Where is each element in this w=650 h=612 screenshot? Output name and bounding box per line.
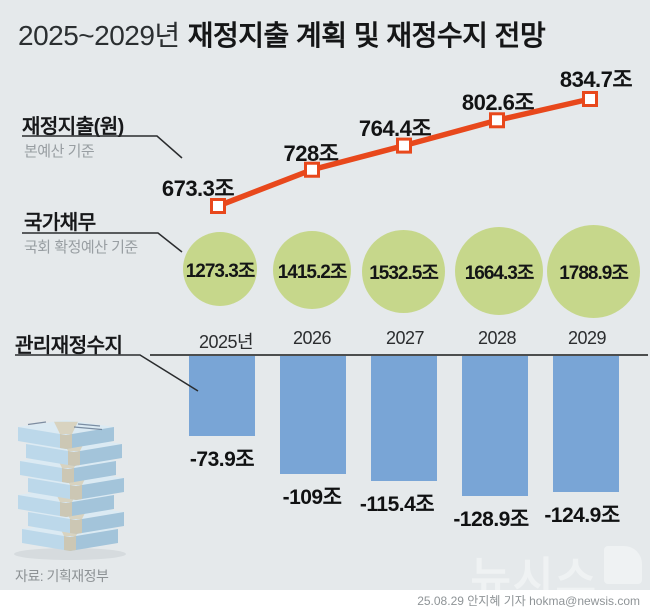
debt-bubble-2026: 1415.2조 [273, 231, 351, 309]
title-main: 재정지출 계획 및 재정수지 전망 [187, 20, 546, 51]
debt-value-2026: 1415.2조 [277, 261, 348, 283]
source-text: 자료: 기획재정부 [15, 568, 109, 584]
year-2027: 2027 [385, 328, 425, 348]
deficit-bar [553, 356, 619, 492]
deficit-bar [280, 356, 346, 474]
debt-value-2029: 1788.9조 [559, 263, 629, 284]
legend-expenditure-label: 재정지출(원) [22, 116, 124, 138]
line-value-2025: 673.3조 [161, 176, 235, 201]
deficit-bar-label: -109조 [282, 486, 342, 509]
deficit-bar [462, 356, 528, 496]
money-stack-illustration [14, 420, 126, 560]
deficit-bar-label: -128.9조 [453, 508, 529, 531]
line-value-2027: 764.4조 [358, 116, 432, 141]
newsis-logo-square-icon [604, 546, 642, 584]
debt-value-2027: 1532.5조 [369, 263, 439, 284]
deficit-bar-label: -73.9조 [189, 448, 255, 471]
line-value-2029: 834.7조 [559, 67, 633, 92]
title-year-range: 2025~2029년 [18, 20, 180, 51]
year-2029: 2029 [567, 328, 607, 348]
debt-bubble-2029: 1788.9조 [547, 225, 640, 318]
year-2025: 2025년 [198, 332, 254, 352]
deficit-bar [189, 356, 255, 436]
debt-value-2025: 1273.3조 [185, 260, 256, 282]
legend-balance-label: 관리재정수지 [15, 335, 123, 357]
deficit-bar-label: -124.9조 [544, 504, 620, 527]
line-point-marker [582, 91, 598, 107]
debt-value-2028: 1664.3조 [464, 262, 535, 284]
debt-bubble-2025: 1273.3조 [183, 232, 257, 306]
year-2026: 2026 [292, 328, 332, 348]
page-title: 2025~2029년 재정지출 계획 및 재정수지 전망 [18, 14, 546, 54]
credit-text: 25.08.29 안지혜 기자 hokma@newsis.com [417, 594, 640, 608]
line-value-2026: 728조 [283, 141, 339, 166]
legend-expenditure-basis: 본예산 기준 [24, 143, 95, 160]
legend-debt-label: 국가채무 [24, 212, 96, 234]
deficit-bar-label: -115.4조 [359, 493, 435, 516]
credit-strip: 25.08.29 안지혜 기자 hokma@newsis.com [0, 590, 650, 612]
debt-bubble-2027: 1532.5조 [362, 230, 445, 313]
line-value-2028: 802.6조 [461, 90, 535, 115]
year-2028: 2028 [477, 328, 517, 348]
deficit-bar [371, 356, 437, 481]
debt-bubble-2028: 1664.3조 [455, 227, 543, 315]
legend-debt-basis: 국회 확정예산 기준 [24, 239, 138, 256]
